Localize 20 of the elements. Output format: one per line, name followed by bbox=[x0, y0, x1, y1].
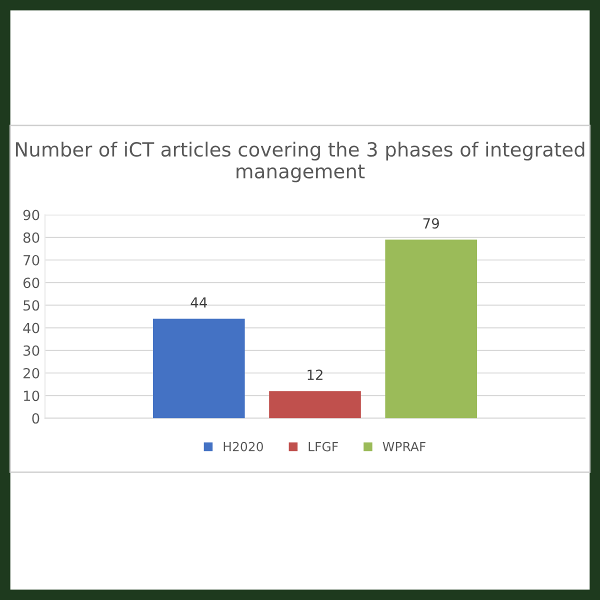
data-label: 12 bbox=[308, 370, 322, 380]
bar bbox=[385, 240, 477, 418]
y-tick-label: 10 bbox=[24, 390, 40, 402]
y-tick-label: 70 bbox=[24, 254, 40, 266]
y-tick-label: 0 bbox=[32, 413, 40, 424]
bar bbox=[269, 391, 361, 418]
bar bbox=[153, 318, 245, 418]
y-tick-label: 80 bbox=[23, 232, 40, 243]
y-tick-label: 50 bbox=[24, 300, 40, 311]
y-tick-label: 20 bbox=[23, 368, 40, 378]
data-label: 79 bbox=[423, 218, 439, 229]
data-label: 44 bbox=[190, 297, 207, 308]
y-tick-label: 60 bbox=[23, 278, 40, 288]
chart-title: Number of iCT articles covering the 3 phases of integrated management bbox=[16, 142, 584, 182]
legend-label: H2020 bbox=[224, 442, 263, 452]
y-tick-label: 40 bbox=[23, 322, 40, 334]
y-tick-label: 90 bbox=[23, 210, 40, 220]
legend-label: LFGF bbox=[308, 442, 338, 452]
y-tick-label: 30 bbox=[24, 345, 40, 356]
legend-label: WPRAF bbox=[382, 442, 426, 452]
